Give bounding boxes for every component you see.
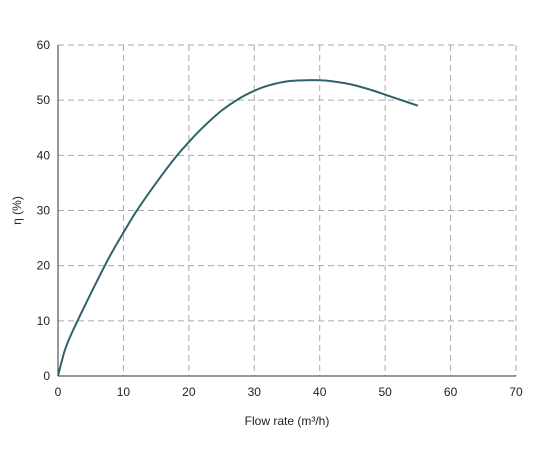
x-tick-label: 10 <box>117 385 131 399</box>
x-tick-label: 40 <box>313 385 327 399</box>
y-tick-label: 0 <box>43 369 50 383</box>
y-axis-title: η (%) <box>10 196 24 225</box>
x-tick-label: 30 <box>248 385 262 399</box>
tick-labels: 0 10 20 30 40 50 60 70 0 10 20 30 40 50 60 <box>37 38 523 399</box>
x-tick-label: 20 <box>182 385 196 399</box>
axes <box>57 45 516 377</box>
grid <box>58 44 517 376</box>
x-tick-label: 70 <box>509 385 523 399</box>
y-tick-label: 40 <box>37 148 51 162</box>
x-tick-label: 50 <box>378 385 392 399</box>
y-tick-label: 30 <box>37 204 51 218</box>
x-axis-title: Flow rate (m³/h) <box>245 414 330 428</box>
efficiency-series-line <box>57 79 419 377</box>
series <box>57 79 419 377</box>
y-tick-label: 20 <box>37 259 51 273</box>
x-tick-label: 0 <box>55 385 62 399</box>
y-tick-label: 10 <box>37 314 51 328</box>
y-tick-label: 60 <box>37 38 51 52</box>
x-tick-label: 60 <box>444 385 458 399</box>
y-tick-label: 50 <box>37 93 51 107</box>
